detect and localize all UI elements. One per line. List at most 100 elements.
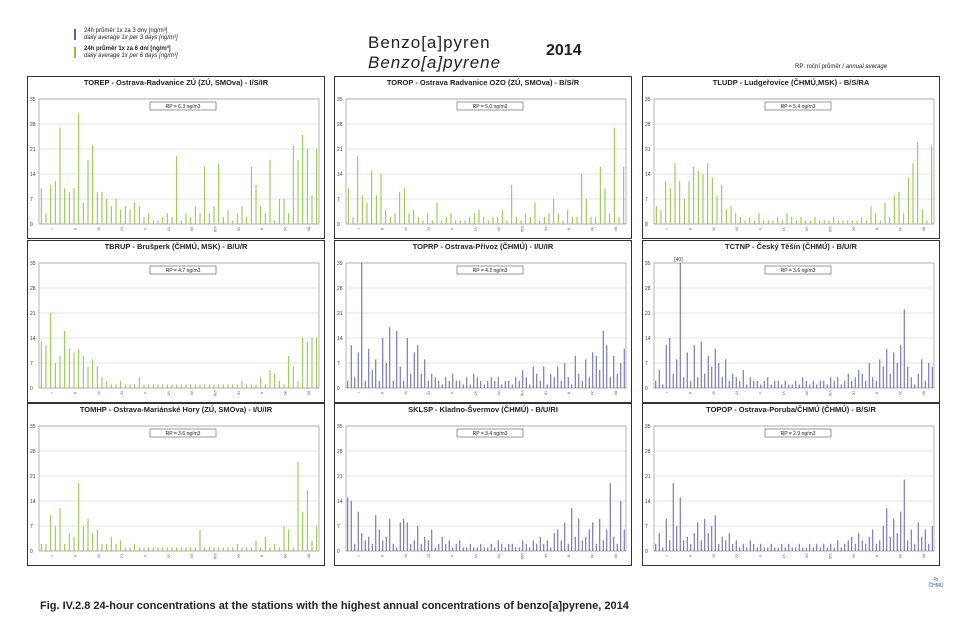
y-tick-label: 35 [337,261,343,267]
chart-panel: TBRUP - Brušperk (ČHMÚ, MSK) - B/U/R 0 7 14… [27,240,325,403]
month-label: IX [543,554,548,558]
y-tick-label: 7 [645,361,648,367]
month-label: X [567,555,572,558]
month-label: VIII [520,390,525,396]
month-label: IV [120,554,125,558]
month-label: IX [543,227,548,231]
month-label: VI [473,227,478,231]
month-label: IX [236,554,241,558]
month-label: XII [613,554,618,559]
month-label: V [758,392,763,395]
y-tick-label: 14 [30,336,36,342]
month-label: VII [190,227,195,232]
rp-label: RP = 2.9 ng/m3 [781,431,816,437]
chart-panel: TOMHP - Ostrava-Mariánské Hory (ZÚ, SMOv… [27,403,325,566]
year-label: 2014 [546,42,582,59]
month-label: I [665,555,670,556]
rp-note: RP: roční průměr / annual average [795,64,887,70]
month-label: X [567,228,572,231]
y-tick-label: 21 [30,474,36,480]
plot-frame [653,425,935,552]
month-label: III [711,227,716,230]
month-label: V [143,392,148,395]
month-label: VI [781,391,786,395]
month-label: I [665,392,670,393]
y-tick-label: 14 [337,499,343,505]
month-label: II [688,555,693,557]
y-tick-label: 21 [645,474,651,480]
y-tick-label: 28 [30,122,36,128]
figure-caption: Fig. IV.2.8 24-hour concentrations at th… [40,600,629,612]
plot-frame [38,262,320,389]
month-label: VI [166,227,171,231]
y-tick-label: 0 [30,222,33,228]
y-tick-label: 14 [337,336,343,342]
month-label: IX [851,554,856,558]
month-label: I [665,228,670,229]
month-label: X [260,392,265,395]
y-tick-label: 28 [645,286,651,292]
chart-panel: TCTNP - Český Těšín (ČHMÚ) - B/U/R 0 7 14 21… [642,240,940,403]
month-label: XI [283,391,288,395]
y-tick-label: 7 [30,524,33,530]
month-label: VIII [520,226,525,232]
rp-note-en: annual average [845,64,888,70]
rp-box [149,428,217,438]
rp-box [149,265,217,275]
month-label: VIII [520,553,525,559]
rp-label: RP = 3.6 ng/m3 [781,268,816,274]
month-label: XI [283,554,288,558]
y-tick-label: 7 [645,524,648,530]
month-label: X [875,555,880,558]
month-label: VI [781,227,786,231]
rp-label: RP = 3.6 ng/m3 [166,431,201,437]
month-label: III [403,391,408,394]
y-tick-label: 7 [645,197,648,203]
month-label: IV [735,554,740,558]
plot-frame [345,98,627,225]
legend-blue-en: daily average 1x per 3 days [ng/m³] [84,35,178,41]
month-label: VII [497,227,502,232]
month-label: IV [120,391,125,395]
month-label: VII [190,391,195,396]
y-tick-label: 7 [30,197,33,203]
month-label: VII [497,391,502,396]
chart-panel: TOPOP - Ostrava-Poruba/ČHMÚ (ČHMÚ) - B/S… [642,403,940,566]
month-label: III [96,227,101,230]
y-tick-label: 35 [30,424,36,430]
month-label: VI [473,554,478,558]
page-title-cz: Benzo[a]pyren [368,33,491,52]
month-label: IX [236,227,241,231]
month-label: X [875,228,880,231]
month-label: VII [805,227,810,232]
month-label: X [260,228,265,231]
month-label: V [143,555,148,558]
y-tick-label: 14 [337,172,343,178]
y-tick-label: 21 [645,147,651,153]
month-label: IX [851,227,856,231]
y-tick-label: 35 [337,97,343,103]
month-label: II [380,392,385,394]
y-tick-label: 14 [645,172,651,178]
month-label: I [357,392,362,393]
plot-frame [345,425,627,552]
wave-icon: ≈ [933,574,939,584]
month-label: III [711,554,716,557]
plot-frame [345,262,627,389]
month-label: XI [590,391,595,395]
legend-item-blue: 24h průměr 1x za 3 dny [ng/m³] daily ave… [74,28,178,42]
chart-title: TBRUP - Brušperk (ČHMÚ, MSK) - B/U/R [104,242,248,251]
chart-title: TCTNP - Český Těšín (ČHMÚ) - B/U/R [725,242,857,251]
chart-title: TOREP - Ostrava-Radvanice ZÚ (ZÚ, SMOva)… [83,78,269,87]
month-label: V [758,555,763,558]
y-tick-label: 0 [30,549,33,555]
month-label: VIII [828,226,833,232]
rp-label: RP = 4.2 ng/m3 [473,268,508,274]
month-label: XI [898,227,903,231]
y-tick-label: 14 [30,172,36,178]
chart-title: TLUDP - Ludgeřovice (ČHMÚ,MSK) - B/S/RA [712,78,870,87]
y-tick-label: 35 [30,261,36,267]
month-label: VIII [828,553,833,559]
